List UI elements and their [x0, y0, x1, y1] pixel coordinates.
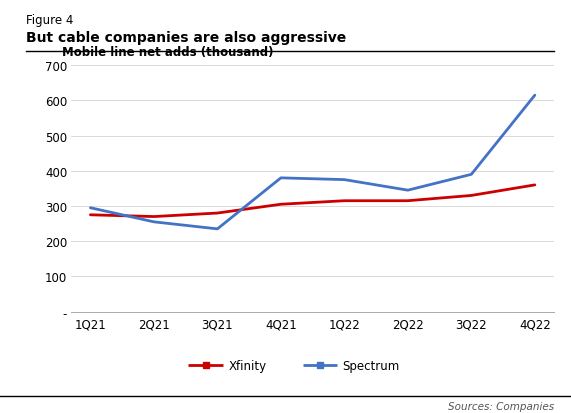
- Text: Xfinity: Xfinity: [228, 359, 267, 372]
- Text: Spectrum: Spectrum: [343, 359, 400, 372]
- Text: Mobile line net adds (thousand): Mobile line net adds (thousand): [62, 46, 274, 59]
- Text: But cable companies are also aggressive: But cable companies are also aggressive: [26, 31, 346, 45]
- Text: Figure 4: Figure 4: [26, 14, 73, 27]
- Text: Sources: Companies: Sources: Companies: [448, 401, 554, 411]
